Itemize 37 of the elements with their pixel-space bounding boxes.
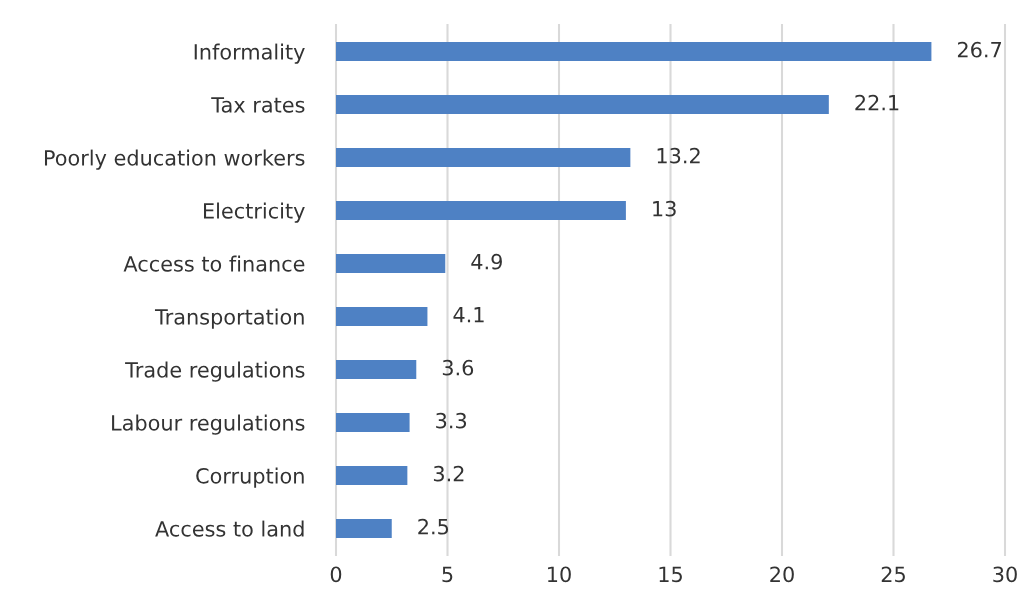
x-tick-label: 30 xyxy=(993,566,1017,583)
y-tick-label: Poorly education workers xyxy=(44,149,305,170)
x-tick-label: 0 xyxy=(330,566,342,583)
data-label: 3.6 xyxy=(442,359,474,376)
bar xyxy=(336,518,392,539)
y-tick-label: Access to finance xyxy=(123,255,305,272)
y-tick-label: Labour regulations xyxy=(112,414,305,435)
y-tick-label: Tax rates xyxy=(211,97,305,113)
y-tick-label: Access to land xyxy=(155,520,304,537)
x-tick-label: 10 xyxy=(548,566,571,583)
bar xyxy=(336,465,408,486)
data-label: 2.5 xyxy=(418,518,449,535)
y-tick-label: Informality xyxy=(194,43,305,64)
data-label: 3.2 xyxy=(433,465,464,482)
bar xyxy=(336,200,626,221)
data-label: 3.3 xyxy=(436,412,467,429)
data-label: 4.1 xyxy=(453,307,484,323)
data-label: 13.2 xyxy=(657,147,700,164)
y-tick-label: Corruption xyxy=(196,467,304,488)
x-tick-label: 15 xyxy=(659,566,682,583)
x-tick-label: 20 xyxy=(770,566,794,583)
bar xyxy=(336,412,410,433)
data-label: 26.7 xyxy=(957,41,1002,58)
bar xyxy=(336,253,446,274)
bar xyxy=(336,94,829,115)
bar xyxy=(336,41,932,62)
x-tick-label: 25 xyxy=(881,566,905,583)
bar xyxy=(336,306,428,327)
y-tick-label: Transportation xyxy=(154,308,304,329)
y-tick-label: Electricity xyxy=(204,202,305,223)
bar xyxy=(336,147,631,168)
x-tick-label: 5 xyxy=(442,566,453,583)
data-label: 22.1 xyxy=(855,94,899,111)
data-label: 4.9 xyxy=(471,253,502,270)
y-tick-label: Trade regulations xyxy=(125,361,305,382)
data-label: 13 xyxy=(653,200,676,217)
bar xyxy=(336,359,417,380)
